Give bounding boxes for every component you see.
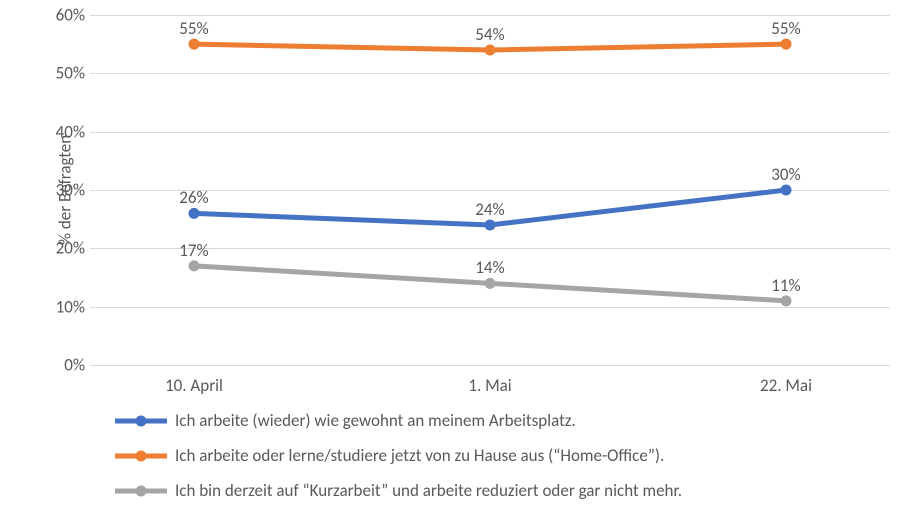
data-label: 24% <box>475 199 504 220</box>
data-label: 55% <box>179 18 208 39</box>
data-label: 11% <box>771 275 800 296</box>
legend-label: Ich arbeite oder lerne/studiere jetzt vo… <box>175 445 664 466</box>
line-chart: % der Befragten 0%10%20%30%40%50%60% 10.… <box>0 0 920 518</box>
y-tick-label: 20% <box>56 238 85 259</box>
series-marker <box>781 185 792 196</box>
legend-item: Ich arbeite (wieder) wie gewohnt an mein… <box>115 410 682 431</box>
data-label: 17% <box>179 240 208 261</box>
legend-item: Ich bin derzeit auf “Kurzarbeit” und arb… <box>115 480 682 501</box>
y-tick-label: 30% <box>56 180 85 201</box>
data-label: 30% <box>771 164 800 185</box>
plot-area <box>90 15 890 365</box>
legend-label: Ich arbeite (wieder) wie gewohnt an mein… <box>175 410 576 431</box>
legend-marker <box>115 484 167 498</box>
series-marker <box>485 278 496 289</box>
series-marker <box>189 260 200 271</box>
series-marker <box>485 45 496 56</box>
y-tick-label: 60% <box>56 5 85 26</box>
y-tick-label: 10% <box>56 296 85 317</box>
data-label: 55% <box>771 18 800 39</box>
x-tick-label: 1. Mai <box>468 375 511 396</box>
series-marker <box>781 295 792 306</box>
legend-marker <box>115 414 167 428</box>
legend-item: Ich arbeite oder lerne/studiere jetzt vo… <box>115 445 682 466</box>
series-marker <box>189 39 200 50</box>
x-tick-label: 10. April <box>165 375 223 396</box>
y-tick-label: 0% <box>64 355 85 376</box>
data-label: 14% <box>475 257 504 278</box>
gridline <box>90 365 890 366</box>
x-tick-label: 22. Mai <box>760 375 812 396</box>
data-label: 54% <box>475 24 504 45</box>
legend-marker <box>115 449 167 463</box>
y-tick-label: 40% <box>56 121 85 142</box>
y-tick-label: 50% <box>56 63 85 84</box>
data-label: 26% <box>179 187 208 208</box>
series-marker <box>485 220 496 231</box>
series-marker <box>781 39 792 50</box>
legend-label: Ich bin derzeit auf “Kurzarbeit” und arb… <box>175 480 682 501</box>
series-marker <box>189 208 200 219</box>
legend: Ich arbeite (wieder) wie gewohnt an mein… <box>115 410 682 515</box>
